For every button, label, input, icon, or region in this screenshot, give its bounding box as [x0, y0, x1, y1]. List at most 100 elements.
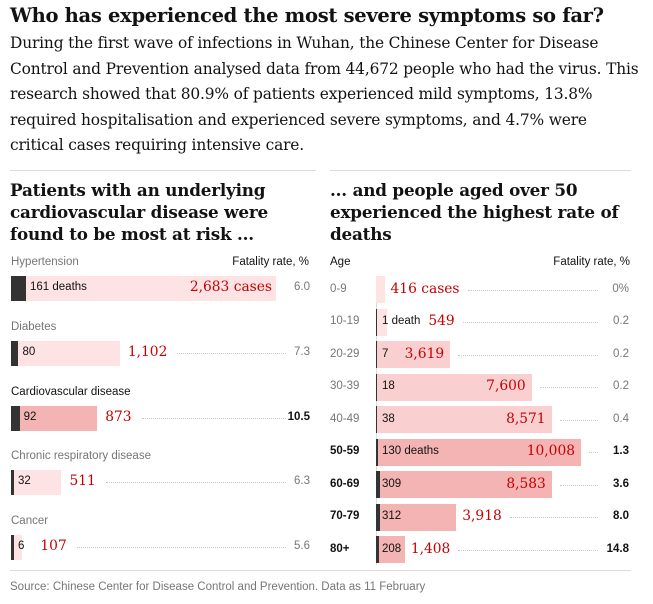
- deaths-label: 130 deaths: [382, 445, 439, 457]
- age-label: 60-69: [330, 477, 360, 490]
- age-label: 50-59: [330, 445, 360, 457]
- deaths-bar: [376, 308, 377, 336]
- category-label: Cardiovascular disease: [11, 385, 131, 398]
- deaths-bar: [376, 406, 377, 433]
- deaths-bar: [11, 535, 14, 561]
- cases-label: 549: [428, 313, 455, 329]
- age-label: 40-49: [330, 412, 360, 425]
- cases-label: 10,008: [526, 443, 575, 459]
- fatality-rate: 0.4: [613, 412, 629, 425]
- age-label: 30-39: [330, 380, 360, 392]
- fatality-rate: 6.3: [294, 475, 310, 488]
- leader-line: [539, 387, 598, 388]
- divider-bottom: [10, 570, 631, 571]
- deaths-label: 32: [18, 475, 31, 488]
- fatality-rate: 14.8: [606, 542, 629, 555]
- cases-label: 1,408: [410, 540, 451, 557]
- leader-line: [509, 517, 598, 518]
- leader-line: [76, 547, 286, 549]
- cases-bar: [376, 503, 457, 531]
- category-label: Chronic respiratory disease: [11, 450, 151, 463]
- deaths-label: 18: [382, 380, 395, 392]
- leader-line: [105, 482, 286, 484]
- deaths-label: 6: [18, 540, 25, 553]
- age-label: 20-29: [330, 347, 360, 360]
- leader-line: [467, 289, 598, 291]
- leader-line: [141, 417, 286, 419]
- cases-bar: [11, 276, 276, 301]
- cases-bar: [376, 308, 388, 336]
- fatality-rate: 10.5: [287, 410, 310, 423]
- fatality-rate: 5.6: [294, 540, 310, 553]
- cases-bar: [376, 406, 552, 433]
- fatality-rate: 0.2: [613, 315, 629, 327]
- fatality-rate: 8.0: [613, 510, 629, 522]
- deaths-label: 7: [382, 347, 389, 360]
- left-rate-header: Fatality rate, %: [232, 256, 309, 268]
- deaths-label: 208: [382, 542, 402, 555]
- cases-bar: [376, 536, 405, 563]
- deaths-label: 1 death: [382, 315, 421, 327]
- cases-bar: [376, 276, 385, 303]
- cases-bar: [11, 470, 62, 496]
- divider-right: [330, 170, 631, 171]
- deaths-label: 92: [23, 410, 37, 423]
- deaths-bar: [376, 471, 380, 498]
- fatality-rate: 3.6: [613, 477, 629, 490]
- cases-bar: [11, 535, 22, 561]
- age-label: 10-19: [330, 315, 360, 327]
- cases-bar: [376, 471, 552, 498]
- left-chart-title: Patients with an underlying cardiovascul…: [10, 180, 268, 244]
- page-title: Who has experienced the most severe symp…: [10, 4, 604, 27]
- age-label: 70-79: [330, 510, 360, 522]
- cases-bar: [376, 438, 581, 466]
- cases-label: 416 cases: [390, 280, 460, 297]
- cases-label: 8,583: [506, 475, 546, 492]
- deaths-bar: [376, 503, 380, 531]
- deaths-bar: [376, 341, 377, 368]
- cases-label: 1,102: [127, 343, 168, 360]
- category-label: Hypertension: [11, 256, 79, 268]
- deaths-label: 38: [382, 412, 395, 425]
- deaths-bar: [376, 438, 378, 466]
- right-rate-header: Fatality rate, %: [553, 256, 630, 268]
- cases-label: 7,600: [486, 378, 526, 394]
- deaths-label: 312: [382, 510, 402, 522]
- deaths-bar: [11, 405, 20, 431]
- cases-bar: [11, 405, 98, 431]
- source-note: Source: Chinese Center for Disease Contr…: [10, 581, 426, 593]
- standfirst-text: During the first wave of infections in W…: [10, 34, 639, 154]
- category-label: Diabetes: [11, 320, 57, 333]
- cases-label: 511: [69, 473, 96, 490]
- cases-bar: [376, 341, 451, 368]
- leader-line: [589, 452, 598, 453]
- cases-bar: [11, 340, 120, 366]
- leader-line: [462, 322, 598, 323]
- deaths-bar: [376, 373, 377, 401]
- fatality-rate: 7.3: [294, 345, 310, 358]
- cases-label: 2,683 cases: [189, 279, 272, 295]
- age-header: Age: [330, 256, 351, 268]
- cases-label: 8,571: [506, 410, 546, 427]
- fatality-rate: 0.2: [613, 380, 629, 392]
- deaths-label: 80: [22, 345, 36, 358]
- leader-line: [458, 354, 598, 356]
- fatality-rate: 0.2: [613, 347, 629, 360]
- category-label: Cancer: [11, 515, 49, 528]
- deaths-bar: [11, 276, 26, 301]
- leader-line: [559, 419, 598, 421]
- deaths-bar: [11, 470, 14, 496]
- cases-bar: [376, 373, 532, 401]
- divider-left: [10, 170, 316, 171]
- deaths-label: 309: [382, 477, 402, 490]
- fatality-rate: 0%: [612, 282, 629, 295]
- deaths-label: 161 deaths: [30, 281, 87, 293]
- leader-line: [559, 484, 598, 486]
- cases-label: 3,619: [404, 345, 445, 362]
- cases-label: 107: [40, 538, 67, 555]
- fatality-rate: 1.3: [613, 445, 629, 457]
- fatality-rate: 6.0: [294, 281, 310, 293]
- age-label: 80+: [330, 542, 350, 555]
- leader-line: [177, 352, 286, 354]
- deaths-bar: [376, 536, 379, 563]
